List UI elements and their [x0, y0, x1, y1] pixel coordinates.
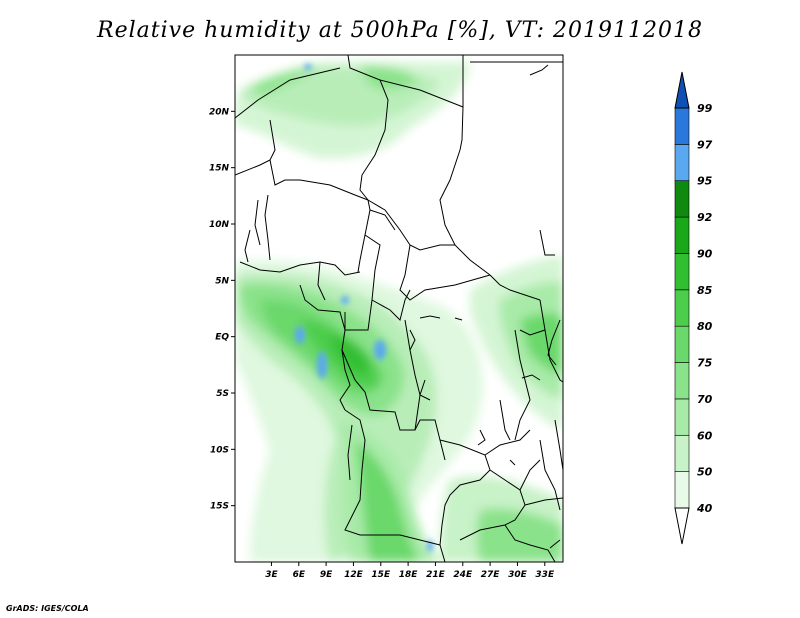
colorbar-label: 85: [697, 284, 713, 297]
colorbar-label: 40: [696, 502, 713, 515]
humidity-field: [235, 62, 563, 562]
colorbar-segment: [674, 253, 690, 291]
lon-tick-label: 9E: [320, 570, 333, 580]
map-title: Relative humidity at 500hPa [%], VT: 201…: [97, 18, 703, 43]
colorbar-segment: [674, 325, 690, 363]
lat-tick-label: EQ: [215, 333, 229, 343]
lon-tick-label: 33E: [535, 570, 555, 580]
map-frame: [234, 54, 564, 563]
colorbar-segment: [674, 289, 690, 327]
colorbar-label: 95: [697, 175, 713, 188]
lon-tick-label: 27E: [481, 570, 501, 580]
colorbar-segment: [674, 434, 690, 472]
lat-tick-label: 15N: [209, 164, 230, 174]
lon-tick-label: 6E: [293, 570, 306, 580]
colorbar-label: 70: [697, 393, 713, 406]
lon-tick-label: 30E: [508, 570, 528, 580]
longitude-axis: 3E 6E 9E 12E 15E 18E 21E 24E 27E 30E 33E: [265, 562, 555, 580]
colorbar-segment: [674, 180, 690, 218]
colorbar-min-arrow: [674, 507, 690, 545]
latitude-axis: 20N 15N 10N 5N EQ 5S 10S 15S: [209, 107, 235, 512]
colorbar-label: 92: [697, 211, 713, 224]
colorbar-segment: [674, 398, 690, 436]
colorbar-segment: [674, 144, 690, 182]
lat-tick-label: 5N: [215, 276, 229, 286]
colorbar-max-arrow: [674, 71, 690, 109]
lon-tick-label: 3E: [265, 570, 278, 580]
colorbar-label: 90: [697, 247, 713, 260]
colorbar-segment: [674, 362, 690, 400]
colorbar-label: 99: [697, 102, 713, 115]
colorbar-segment: [674, 471, 690, 509]
lon-tick-label: 21E: [426, 570, 446, 580]
country-borders: [235, 55, 563, 562]
lat-tick-label: 10S: [210, 445, 229, 455]
lon-tick-label: 12E: [344, 570, 364, 580]
lon-tick-label: 18E: [399, 570, 419, 580]
lon-tick-label: 15E: [371, 570, 391, 580]
colorbar: 40 50 60 70 75 80 85 90 92 95 97 99: [674, 71, 713, 545]
lat-tick-label: 20N: [209, 107, 230, 117]
colorbar-segment: [674, 107, 690, 145]
colorbar-label: 80: [697, 320, 713, 333]
lat-tick-label: 15S: [210, 502, 229, 512]
colorbar-label: 97: [697, 138, 713, 151]
colorbar-segment: [674, 216, 690, 254]
lat-tick-label: 10N: [209, 220, 230, 230]
credit-label: GrADS: IGES/COLA: [6, 604, 89, 613]
colorbar-label: 50: [697, 466, 713, 479]
lat-tick-label: 5S: [216, 389, 229, 399]
lon-tick-label: 24E: [453, 570, 473, 580]
colorbar-label: 60: [697, 429, 713, 442]
colorbar-label: 75: [697, 357, 713, 370]
